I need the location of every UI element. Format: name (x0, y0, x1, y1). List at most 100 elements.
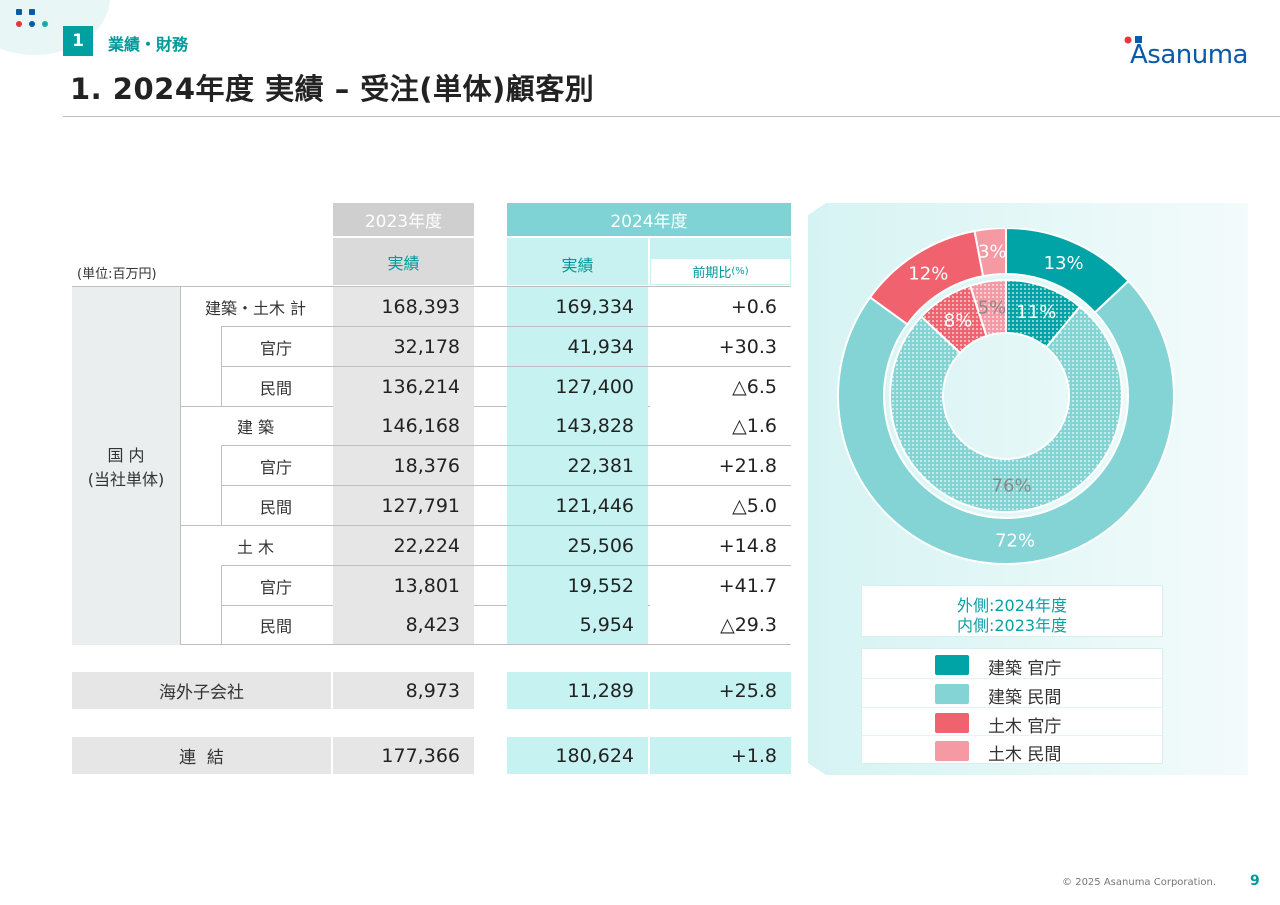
cell-2024: 41,934 (507, 327, 648, 366)
cell-2023: 127,791 (333, 486, 474, 525)
decor-dot (29, 21, 35, 27)
row-label: 官庁 (259, 457, 292, 477)
inner-slice-label-1: 76% (992, 475, 1032, 496)
cell-2024: 143,828 (507, 406, 648, 445)
row-divider (180, 406, 791, 407)
subheader-2023-actual: 実績 (333, 238, 474, 285)
row-divider (221, 326, 791, 327)
inner-slice-label-3: 5% (978, 298, 1007, 319)
domestic-label-line1: 国 内 (107, 446, 145, 465)
cell-yoy: +41.7 (650, 566, 791, 605)
cell-2023: 18,376 (333, 446, 474, 485)
page-title: 1. 2024年度 実績 – 受注(単体)顧客別 (70, 72, 595, 106)
consolidated-2024: 180,624 (507, 737, 648, 774)
header-2024: 2024年度 (507, 203, 791, 236)
title-divider (63, 116, 1280, 117)
domestic-divider (180, 287, 181, 645)
subheader-blank (650, 238, 791, 258)
donut-chart: 13% 72% 12% 3% 11% 76% 8%5% (837, 228, 1175, 565)
row-label: 建築・土木 計 (204, 298, 307, 318)
overseas-yoy: +25.8 (650, 672, 791, 709)
consolidated-label: 連 結 (72, 737, 331, 774)
decor-dot (29, 9, 35, 15)
inner-slice-texture-2 (921, 285, 987, 353)
cell-2023: 146,168 (333, 406, 474, 445)
legend-swatch (935, 713, 969, 733)
decor-dot (16, 21, 22, 27)
outer-slice-label-0: 13% (1044, 253, 1084, 274)
cell-2024: 121,446 (507, 486, 648, 525)
overseas-2023: 8,973 (333, 672, 474, 709)
row-label: 官庁 (259, 577, 292, 597)
row-divider (221, 445, 791, 446)
cell-2024: 5,954 (507, 605, 648, 644)
legend-swatch (935, 655, 969, 675)
overseas-2024: 11,289 (507, 672, 648, 709)
unit-label: (単位:百万円) (77, 266, 157, 282)
section-label: 業績・財務 (108, 35, 189, 54)
row-label: 建 築 (236, 417, 275, 437)
cell-2023: 22,224 (333, 526, 474, 565)
inner-slice-label-2: 8% (944, 310, 973, 331)
page-number: 9 (1250, 873, 1260, 889)
copyright: © 2025 Asanuma Corporation. (1062, 877, 1216, 888)
outer-slice-label-2: 12% (908, 264, 948, 285)
cell-yoy: +21.8 (650, 446, 791, 485)
row-label: 民間 (259, 378, 292, 398)
inner-slice-texture-1 (890, 306, 1122, 512)
decor-dot (42, 21, 48, 27)
group-indent-line (221, 326, 222, 406)
yoy-unit: (%) (731, 266, 749, 277)
note-inner: 内側:2023年度 (956, 616, 1068, 635)
yoy-label: 前期比 (692, 266, 732, 281)
row-divider (221, 565, 791, 566)
decor-dot (16, 9, 22, 15)
consolidated-2023: 177,366 (333, 737, 474, 774)
inner-slice-texture-3 (970, 280, 1006, 337)
cell-yoy: +14.8 (650, 526, 791, 565)
cell-2024: 169,334 (507, 287, 648, 326)
inner-slice-label-0: 11% (1016, 302, 1056, 323)
cell-2024: 25,506 (507, 526, 648, 565)
row-label: 民間 (259, 497, 292, 517)
legend-label: 建築 民間 (988, 688, 1062, 708)
note-outer: 外側:2024年度 (956, 596, 1068, 615)
company-logo: Asanuma (1124, 36, 1248, 72)
legend: 建築 官庁 建築 民間 土木 官庁 土木 民間 (861, 648, 1163, 765)
logo-mark-icon (1124, 36, 1142, 44)
cell-2024: 22,381 (507, 446, 648, 485)
ring-note: 外側:2024年度 内側:2023年度 (861, 585, 1163, 637)
legend-swatch (935, 684, 969, 704)
cell-yoy: △5.0 (650, 486, 791, 525)
row-label: 民間 (259, 616, 292, 636)
subheader-yoy: 前期比 (%) (650, 258, 791, 285)
row-divider (180, 525, 791, 526)
legend-label: 建築 官庁 (988, 659, 1062, 679)
section-number: 1 (63, 26, 93, 56)
cell-2023: 8,423 (333, 605, 474, 644)
cell-2024: 19,552 (507, 566, 648, 605)
cell-2023: 32,178 (333, 327, 474, 366)
cell-2023: 13,801 (333, 566, 474, 605)
legend-label: 土木 民間 (988, 745, 1062, 765)
header-2023: 2023年度 (333, 203, 474, 236)
outer-slice-label-3: 3% (978, 242, 1007, 263)
cell-yoy: +0.6 (650, 287, 791, 326)
row-label: 官庁 (259, 338, 292, 358)
legend-label: 土木 官庁 (988, 717, 1062, 737)
row-divider (221, 605, 791, 606)
outer-slice-3 (973, 228, 1007, 278)
cell-yoy: △29.3 (650, 605, 791, 644)
subheader-2024-actual: 実績 (507, 238, 648, 285)
cell-yoy: △1.6 (650, 406, 791, 445)
overseas-label: 海外子会社 (72, 672, 331, 709)
group-indent-line (221, 446, 222, 526)
row-divider (221, 485, 791, 486)
consolidated-yoy: +1.8 (650, 737, 791, 774)
inner-slice-texture-0 (1006, 280, 1080, 348)
group-indent-line (221, 565, 222, 645)
legend-swatch (935, 741, 969, 761)
domestic-label-line2: (当社単体) (87, 470, 165, 489)
cell-yoy: +30.3 (650, 327, 791, 366)
row-divider (180, 644, 791, 645)
